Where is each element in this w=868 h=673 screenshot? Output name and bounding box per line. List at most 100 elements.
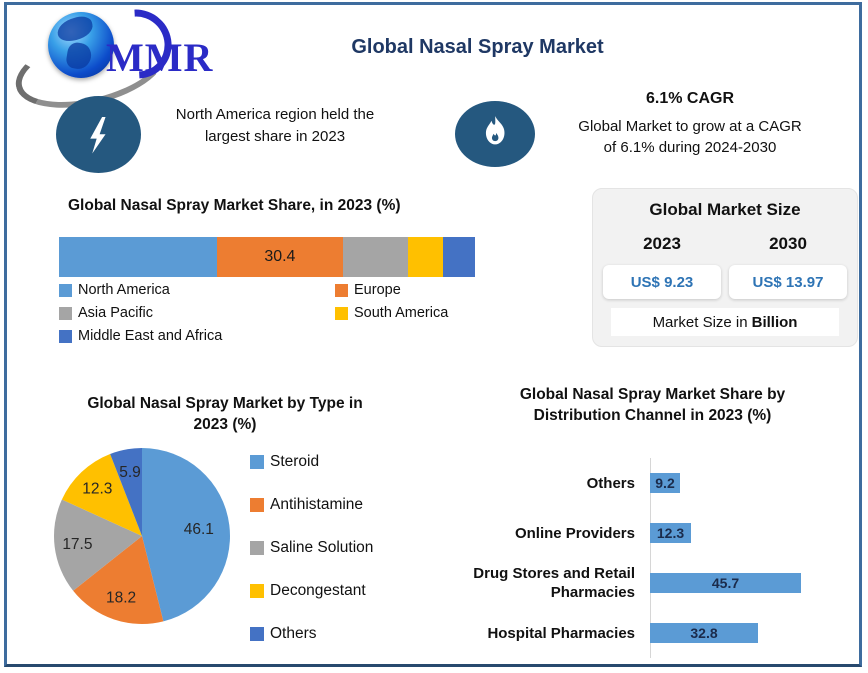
dist-value-label: 45.7 [711,575,740,591]
region-legend-item-north-america: North America [59,281,335,299]
type-legend-item-saline-solution: Saline Solution [250,538,373,558]
region-stacked-bar: 30.4 [59,237,475,277]
region-segment-north-america [59,237,217,277]
type-legend-item-antihistamine: Antihistamine [250,495,373,515]
market-size-footnote: Market Size in Billion [611,308,839,336]
dist-title-line2: Distribution Channel in 2023 (%) [533,407,772,424]
globe-landmass [65,41,93,71]
region-chart-title: Global Nasal Spray Market Share, in 2023… [68,197,401,214]
legend-label: Europe [354,282,401,298]
callout-north-america: North America region held the largest sh… [130,104,420,148]
region-segment-asia-pacific [343,237,408,277]
legend-label: Others [270,625,317,642]
market-size-year-2030: 2030 [769,234,807,253]
pie-value-saline-solution: 17.5 [62,536,92,553]
globe-landmass [54,13,96,45]
legend-swatch-icon [59,283,72,297]
type-legend-item-others: Others [250,624,373,644]
dist-title-line1: Global Nasal Spray Market Share by [519,386,786,403]
callout-line: largest share in 2023 [204,128,346,145]
market-size-year-2023: 2023 [643,234,681,253]
pie-slice-steroid [142,448,230,622]
dist-row-drug-stores-and-retail-pharmacies: Drug Stores and Retail Pharmacies 45.7 [450,558,855,608]
region-legend-item-asia-pacific: Asia Pacific [59,304,335,322]
footnote-text: Market Size in [652,313,748,331]
region-legend-item-europe: Europe [335,281,489,299]
legend-label: Middle East and Africa [78,328,223,344]
dist-bar-online-providers: 12.3 [650,523,691,543]
dist-bar-drug-stores-and-retail-pharmacies: 45.7 [650,573,801,593]
market-size-panel: Global Market Size 2023 2030 US$ 9.23 US… [592,188,858,347]
growth-badge [455,101,535,167]
distribution-chart-title: Global Nasal Spray Market Share by Distr… [455,384,850,426]
dist-row-others: Others 9.2 [450,458,855,508]
legend-swatch-icon [59,306,72,320]
legend-label: Decongestant [270,582,366,599]
region-legend-item-south-america: South America [335,304,489,322]
dist-bar-others: 9.2 [650,473,680,493]
region-segment-middle-east-and-africa [443,237,475,277]
type-legend: Steroid Antihistamine Saline Solution Decon… [250,452,373,667]
callout-line: of 6.1% during 2024-2030 [603,139,777,156]
callout-line: North America region held the [175,106,375,123]
mmr-logo: MMR [7,0,241,122]
pie-chart-title: Global Nasal Spray Market by Type in 202… [30,393,420,435]
dist-value-label: 32.8 [690,625,718,641]
distribution-chart-body: Others 9.2 Online Providers 12.3 Drug Stores… [450,458,855,658]
lightning-icon [90,116,106,154]
legend-swatch-icon [250,455,264,469]
dist-value-label: 12.3 [656,525,685,541]
legend-label: South America [354,305,449,321]
dist-row-hospital-pharmacies: Hospital Pharmacies 32.8 [450,608,855,658]
pie-slice-saline-solution [53,499,142,591]
region-segment-south-america [408,237,444,277]
highlight-badge [56,96,141,173]
legend-swatch-icon [335,283,348,297]
pie-value-antihistamine: 18.2 [106,590,136,607]
globe-icon [48,12,114,78]
dist-category-label: Drug Stores and Retail Pharmacies [473,565,635,601]
pie-title-line1: Global Nasal Spray Market by Type in [87,395,363,412]
type-legend-item-steroid: Steroid [250,452,373,472]
dist-bar-hospital-pharmacies: 32.8 [650,623,758,643]
legend-label: North America [78,282,170,298]
legend-swatch-icon [250,627,264,641]
legend-swatch-icon [250,584,264,598]
logo-text: MMR [106,35,214,80]
cagr-heading: 6.1% CAGR [645,90,735,107]
market-size-value-2030: US$ 13.97 [729,265,847,299]
callout-line: Global Market to grow at a CAGR [578,118,802,135]
type-legend-item-decongestant: Decongestant [250,581,373,601]
legend-swatch-icon [59,329,72,343]
distribution-axis-line [650,458,651,658]
type-pie-svg: 46.1 18.2 17.5 12.3 5.9 [53,448,230,624]
legend-label: Steroid [270,453,320,470]
legend-swatch-icon [335,306,348,320]
pie-slice-antihistamine [73,536,164,624]
dist-category-label: Online Providers [514,524,635,542]
region-legend-item-middle-east-and-africa: Middle East and Africa [59,327,335,345]
pie-value-others: 5.9 [119,464,141,481]
dist-value-label: 9.2 [655,475,675,491]
market-size-title: Global Market Size [649,200,801,219]
footnote-bold: Billion [751,313,798,331]
legend-label: Saline Solution [270,539,374,556]
dist-category-label: Hospital Pharmacies [487,624,635,642]
market-size-value-2023: US$ 9.23 [603,265,721,299]
dist-category-label: Others [586,474,635,492]
pie-slice-others [110,448,142,536]
region-segment-europe: 30.4 [216,237,344,277]
pie-slice-decongestant [61,453,142,536]
flame-icon [485,116,505,145]
legend-label: Asia Pacific [78,305,153,321]
legend-swatch-icon [250,541,264,555]
region-legend: North America Europe Asia Pacific South Ame… [59,281,489,345]
legend-swatch-icon [250,498,264,512]
page-title: Global Nasal Spray Market [351,36,604,58]
legend-label: Antihistamine [270,496,364,513]
dist-row-online-providers: Online Providers 12.3 [450,508,855,558]
region-segment-value: 30.4 [264,248,296,265]
callout-cagr: 6.1% CAGR Global Market to grow at a CAG… [560,90,820,158]
pie-value-steroid: 46.1 [184,521,214,538]
pie-title-line2: 2023 (%) [193,416,257,433]
